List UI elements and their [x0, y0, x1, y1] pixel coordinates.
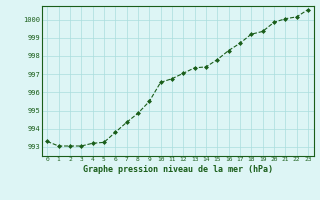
X-axis label: Graphe pression niveau de la mer (hPa): Graphe pression niveau de la mer (hPa) [83, 165, 273, 174]
